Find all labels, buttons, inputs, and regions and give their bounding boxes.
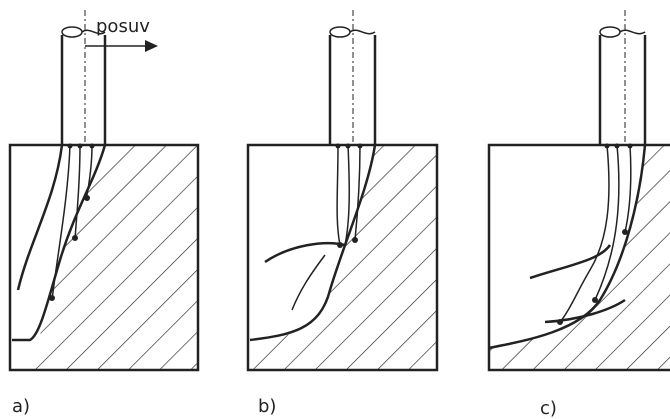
label-a: a) <box>12 396 30 417</box>
panel-b: b) <box>246 10 439 417</box>
label-c: c) <box>540 398 557 419</box>
feed-label: posuv <box>96 16 150 37</box>
panel-a: posuv a) <box>8 10 200 417</box>
label-b: b) <box>258 396 276 417</box>
panel-c: c) <box>487 10 670 419</box>
